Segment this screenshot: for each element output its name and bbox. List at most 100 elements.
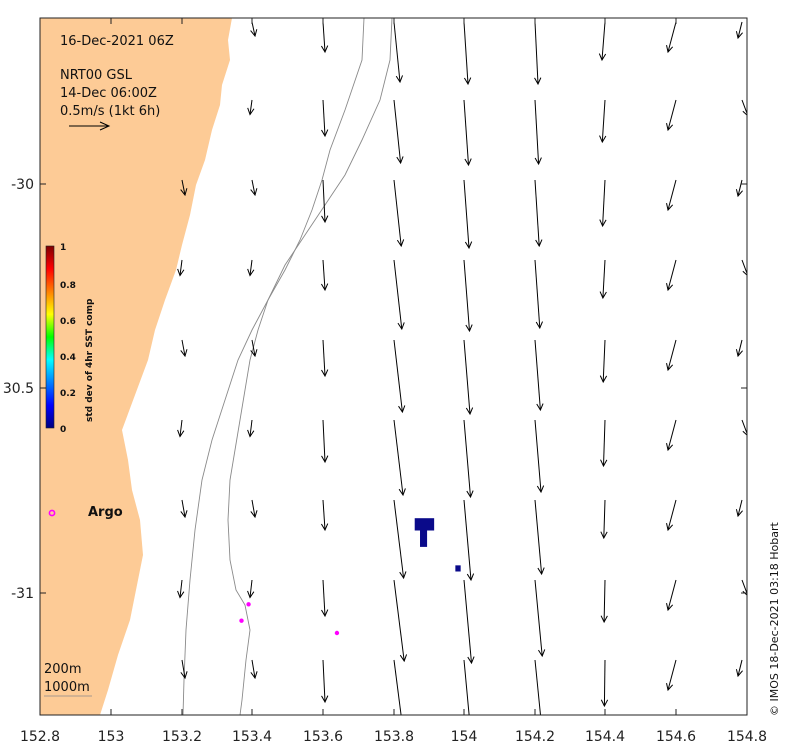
- current-arrow: [177, 579, 185, 599]
- current-arrow: [180, 659, 188, 680]
- current-arrow: [534, 179, 543, 248]
- current-arrow: [666, 659, 677, 692]
- sst-patch: [455, 565, 461, 572]
- current-arrow: [735, 179, 743, 198]
- x-tick-label: 154.8: [727, 729, 767, 745]
- colorbar-tick: 1: [60, 243, 66, 253]
- chart-date: 16-Dec-2021 06Z: [60, 34, 174, 49]
- current-arrow: [250, 21, 258, 38]
- x-tick-label: 153.6: [303, 729, 343, 745]
- current-arrow: [320, 499, 329, 532]
- current-arrow: [247, 579, 255, 599]
- current-arrow: [321, 339, 329, 378]
- current-vectors: [177, 21, 747, 715]
- colorbar-tick: 0.4: [60, 353, 76, 363]
- colorbar-tick: 0.2: [60, 389, 76, 399]
- current-arrow: [534, 579, 546, 658]
- current-arrow: [599, 99, 607, 144]
- current-arrow: [463, 99, 472, 167]
- colorbar-tick: 0: [60, 425, 66, 435]
- current-arrow: [247, 99, 255, 116]
- depth-1000m-label: 1000m: [44, 680, 90, 695]
- x-tick-label: 153.4: [232, 729, 272, 745]
- y-tick-label: -30: [11, 177, 34, 193]
- current-arrow: [666, 579, 677, 612]
- current-arrow: [534, 419, 545, 494]
- scale-arrow: [69, 121, 111, 131]
- current-arrow: [741, 99, 747, 116]
- current-arrow: [321, 419, 329, 464]
- current-arrow: [393, 499, 407, 580]
- current-arrow: [666, 339, 677, 372]
- current-arrow: [180, 339, 188, 358]
- axis-ticks: 152.8 153 153.2 153.4 153.6 153.8 154 154.2 154.…: [3, 18, 767, 745]
- current-arrow: [393, 339, 406, 414]
- x-tick-label: 153.2: [162, 729, 202, 745]
- current-arrow: [741, 259, 747, 276]
- depth-200m-label: 200m: [44, 662, 82, 677]
- current-arrow: [463, 179, 473, 250]
- isobath-1000m: [182, 18, 393, 715]
- current-arrow: [666, 499, 677, 532]
- current-arrow: [600, 579, 608, 624]
- current-arrow: [534, 339, 544, 412]
- current-arrow: [534, 499, 545, 576]
- current-arrow: [599, 179, 607, 228]
- current-arrow: [463, 499, 475, 582]
- current-arrow: [393, 259, 405, 331]
- current-arrow: [598, 21, 607, 62]
- current-arrow: [247, 419, 255, 438]
- valid-time: 14-Dec 06:00Z: [60, 86, 157, 101]
- current-arrow: [177, 259, 185, 277]
- current-arrow: [321, 659, 329, 704]
- argo-floats: [239, 602, 340, 636]
- argo-label: Argo: [88, 505, 123, 520]
- current-arrow: [600, 499, 608, 540]
- scale-label: 0.5m/s (1kt 6h): [60, 104, 161, 119]
- current-arrow: [666, 179, 677, 212]
- colorbar-title: std dev of 4hr SST comp: [85, 298, 95, 422]
- isobath-200m: [227, 18, 365, 715]
- current-arrow: [393, 179, 405, 248]
- current-arrow: [321, 579, 329, 618]
- current-arrow: [463, 419, 474, 499]
- colorbar-tick: 0.6: [60, 317, 76, 327]
- current-arrow: [393, 659, 402, 715]
- argo-float-marker[interactable]: [334, 630, 340, 636]
- current-arrow: [741, 419, 747, 436]
- current-arrow: [463, 579, 475, 665]
- sst-std-patches: [414, 518, 461, 572]
- current-arrow: [321, 179, 329, 224]
- credit-text: © IMOS 18-Dec-2021 03:18 Hobart: [768, 522, 781, 716]
- current-arrow: [250, 179, 258, 197]
- argo-float-marker[interactable]: [239, 618, 244, 623]
- current-arrow: [463, 21, 472, 86]
- current-arrow: [600, 419, 608, 468]
- current-arrow: [250, 339, 258, 358]
- land-mass: [40, 18, 232, 715]
- current-arrow: [393, 419, 406, 497]
- colorbar-tick: 0.8: [60, 281, 76, 291]
- current-arrow: [735, 659, 743, 678]
- argo-float-marker[interactable]: [246, 602, 251, 607]
- x-tick-label: 154: [451, 729, 478, 745]
- current-arrow: [393, 579, 408, 663]
- current-arrow: [534, 99, 542, 166]
- current-arrow: [666, 259, 677, 292]
- current-arrow: [463, 659, 470, 715]
- colorbar: [45, 245, 55, 429]
- product-name: NRT00 GSL: [60, 68, 132, 83]
- current-arrow: [666, 419, 677, 452]
- sst-patch: [420, 530, 428, 547]
- sst-patch: [414, 518, 435, 531]
- current-arrow: [735, 21, 743, 40]
- current-arrow: [393, 99, 404, 165]
- y-tick-label: 30.5: [3, 381, 34, 397]
- current-arrow: [320, 259, 329, 292]
- current-arrow: [393, 21, 404, 84]
- current-arrow: [180, 499, 188, 519]
- current-arrow: [666, 99, 677, 132]
- current-arrow: [600, 659, 609, 708]
- x-tick-label: 154.6: [656, 729, 696, 745]
